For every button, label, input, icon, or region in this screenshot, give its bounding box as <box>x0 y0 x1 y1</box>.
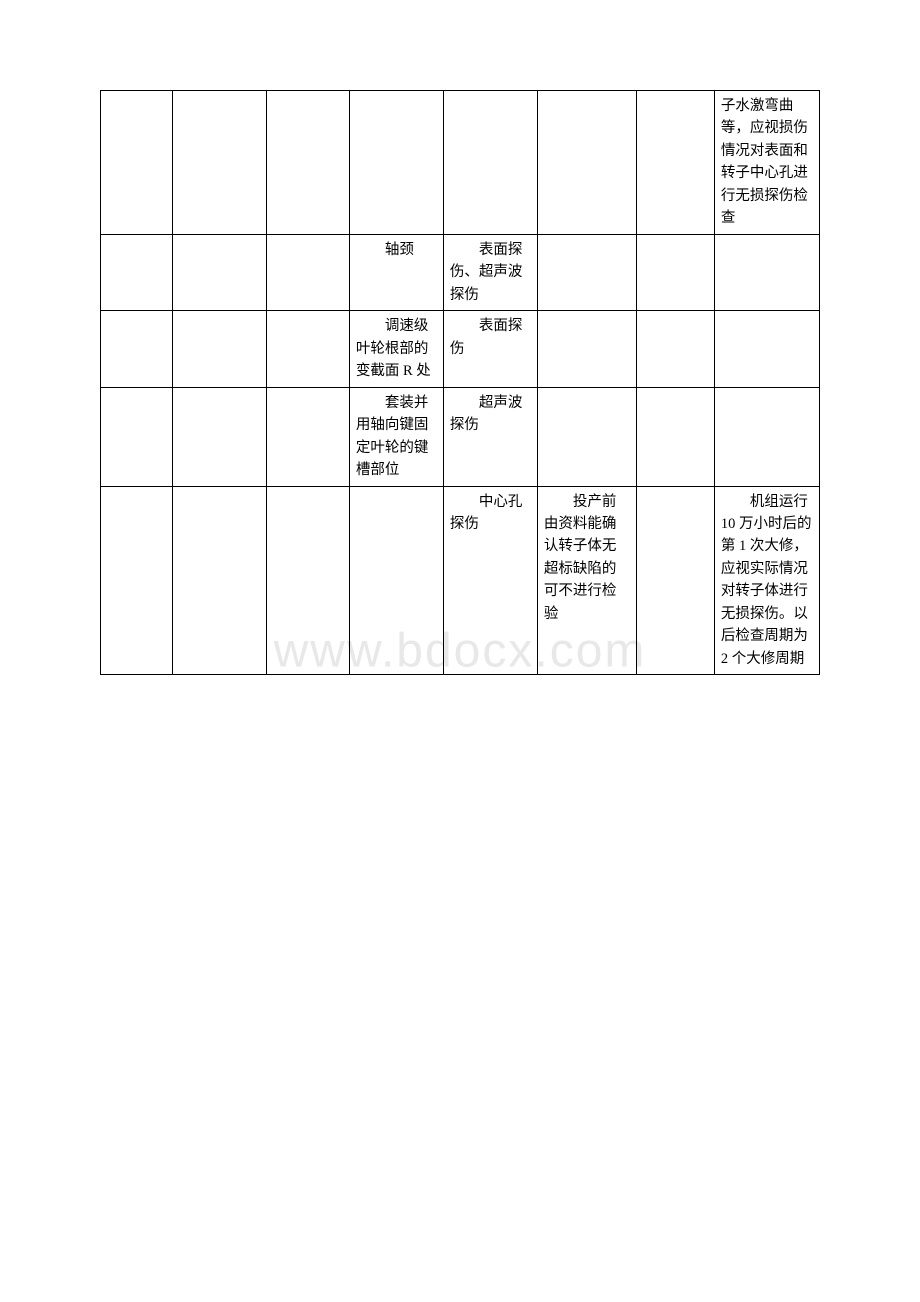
table-cell <box>637 387 714 486</box>
inspection-table: 子水激弯曲等，应视损伤情况对表面和转子中心孔进行无损探伤检查 轴颈 表面探伤、超… <box>100 90 820 675</box>
table-cell <box>349 91 443 235</box>
table-cell: 超声波探伤 <box>443 387 537 486</box>
table-cell: 轴颈 <box>349 234 443 310</box>
table-cell: 机组运行10 万小时后的第 1 次大修，应视实际情况对转子体进行无损探伤。以后检… <box>714 486 819 675</box>
table-cell <box>266 486 349 675</box>
table-cell <box>266 387 349 486</box>
table-cell <box>537 311 637 387</box>
table-cell <box>714 387 819 486</box>
table-row: 子水激弯曲等，应视损伤情况对表面和转子中心孔进行无损探伤检查 <box>101 91 820 235</box>
table-cell: 套装并用轴向键固定叶轮的键槽部位 <box>349 387 443 486</box>
table-cell <box>714 234 819 310</box>
table-cell <box>537 91 637 235</box>
table-cell: 调速级叶轮根部的变截面 R 处 <box>349 311 443 387</box>
table-cell <box>172 486 266 675</box>
table-cell: 中心孔探伤 <box>443 486 537 675</box>
table-cell: 子水激弯曲等，应视损伤情况对表面和转子中心孔进行无损探伤检查 <box>714 91 819 235</box>
table-cell <box>101 234 173 310</box>
table-cell <box>266 311 349 387</box>
table-cell <box>537 387 637 486</box>
table-cell: 表面探伤 <box>443 311 537 387</box>
table-cell <box>443 91 537 235</box>
table-cell <box>266 91 349 235</box>
table-cell <box>637 311 714 387</box>
table-cell: 投产前由资料能确认转子体无超标缺陷的可不进行检验 <box>537 486 637 675</box>
table-cell <box>172 311 266 387</box>
table-cell <box>266 234 349 310</box>
table-row: 套装并用轴向键固定叶轮的键槽部位 超声波探伤 <box>101 387 820 486</box>
table-cell <box>101 91 173 235</box>
table-cell: 表面探伤、超声波探伤 <box>443 234 537 310</box>
table-cell <box>537 234 637 310</box>
table-cell <box>172 387 266 486</box>
table-cell <box>101 387 173 486</box>
table-cell <box>637 486 714 675</box>
table-cell <box>714 311 819 387</box>
table-row: 中心孔探伤 投产前由资料能确认转子体无超标缺陷的可不进行检验 机组运行10 万小… <box>101 486 820 675</box>
table-cell <box>101 311 173 387</box>
table-cell <box>172 91 266 235</box>
table-cell <box>637 91 714 235</box>
table-row: 轴颈 表面探伤、超声波探伤 <box>101 234 820 310</box>
table-cell <box>637 234 714 310</box>
table-cell <box>101 486 173 675</box>
table-cell <box>349 486 443 675</box>
table-row: 调速级叶轮根部的变截面 R 处 表面探伤 <box>101 311 820 387</box>
table-cell <box>172 234 266 310</box>
